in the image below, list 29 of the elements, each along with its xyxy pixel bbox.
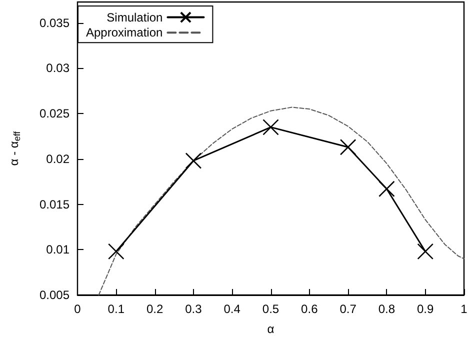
x-axis-title: α [267, 322, 274, 336]
point [378, 180, 395, 198]
x-tick-label: 0.8 [378, 302, 396, 316]
y-tick-label: 0.015 [39, 197, 70, 212]
y-tick-label: 0.03 [46, 61, 70, 76]
x-tick-label: 0.1 [108, 302, 125, 316]
x-tick-label: 0.2 [146, 302, 164, 316]
point [185, 152, 202, 169]
y-tick-label: 0.01 [46, 242, 70, 257]
legend-label: Simulation [106, 10, 163, 24]
x-tick-label: 0.3 [185, 302, 202, 316]
x-tick-label: 0.5 [262, 302, 280, 316]
point [262, 119, 279, 136]
y-tick-label: 0.025 [39, 106, 70, 121]
x-tick-label: 0.4 [224, 302, 241, 316]
point [108, 243, 124, 260]
y-axis-title: α - αeff [7, 130, 22, 166]
y-tick-label: 0.02 [46, 152, 70, 166]
point [417, 243, 434, 260]
point [340, 138, 356, 156]
legend-label: Approximation [86, 26, 163, 40]
x-tick-label: 1 [460, 302, 468, 316]
x-tick-label: 0.9 [417, 302, 434, 316]
x-tick-label: 0.6 [301, 302, 318, 316]
y-tick-label: 0.005 [39, 288, 70, 302]
y-tick-label: 0.035 [39, 16, 70, 30]
line-series [98, 106, 464, 296]
x-tick-label: 0 [74, 302, 82, 316]
x-tick-label: 0.7 [340, 302, 357, 316]
